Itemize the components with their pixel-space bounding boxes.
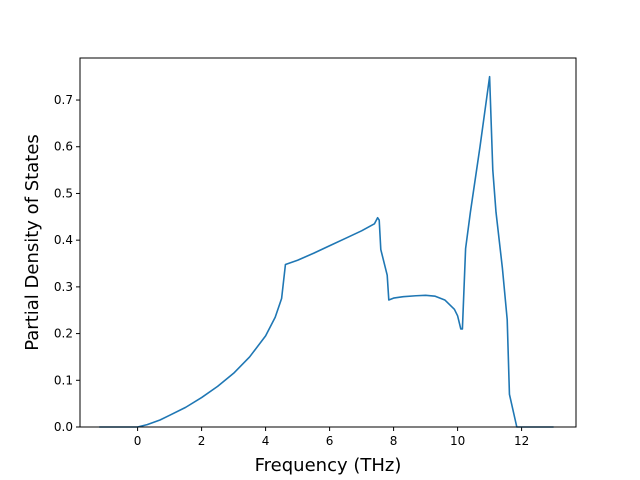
- x-tick-label: 4: [262, 434, 270, 448]
- y-tick-label: 0.5: [54, 186, 73, 200]
- series-layer: [99, 75, 554, 428]
- y-axis-label: Partial Density of States: [22, 134, 43, 351]
- ticks-layer: 0 2 4 6 8 10 12 0.0 0.1 0.2 0.3 0.4 0.5 0.6 0.7: [54, 93, 529, 448]
- x-tick-label: 10: [450, 434, 465, 448]
- y-tick-label: 0.0: [54, 420, 73, 434]
- y-tick-label: 0.4: [54, 233, 73, 247]
- x-tick-label: 0: [134, 434, 142, 448]
- x-tick-label: 8: [390, 434, 398, 448]
- x-tick-label: 2: [198, 434, 206, 448]
- y-tick-label: 0.1: [54, 373, 73, 387]
- x-axis-label: Frequency (THz): [255, 455, 402, 476]
- y-tick-label: 0.6: [54, 140, 73, 154]
- pdos-series-line: [99, 75, 554, 428]
- x-tick-label: 12: [514, 434, 529, 448]
- plot-frame: [79, 57, 577, 428]
- y-tick-label: 0.7: [54, 93, 73, 107]
- x-tick-label: 6: [326, 434, 334, 448]
- y-tick-label: 0.3: [54, 280, 73, 294]
- y-tick-label: 0.2: [54, 327, 73, 341]
